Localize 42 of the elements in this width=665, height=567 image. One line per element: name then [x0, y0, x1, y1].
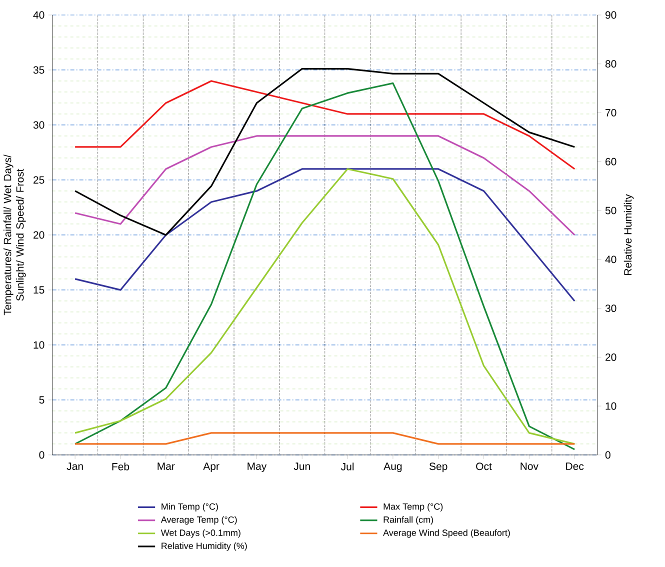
x-tick-label: Jan — [66, 462, 83, 470]
y-tick-label: 20 — [34, 231, 44, 239]
x-tick-label: Mar — [158, 462, 175, 470]
x-tick-label: Oct — [476, 462, 492, 470]
y2-tick-label: 90 — [605, 11, 616, 19]
x-tick-label: May — [248, 462, 267, 472]
y2-tick-label: 50 — [605, 206, 616, 214]
legend-label: Rainfall (cm) — [384, 516, 433, 525]
line-series — [74, 168, 576, 445]
line-series — [74, 82, 576, 450]
legend-label: Average Wind Speed (Beaufort) — [383, 529, 510, 538]
y2-tick-label: 0 — [605, 451, 610, 459]
y2-tick-label: 20 — [606, 353, 616, 361]
y2-tick-label: 80 — [605, 60, 616, 68]
y-axis-title: Temperatures/ Rainfall/ Wet Days/ Sunlight/ Wind Speed/ Frost — [4, 154, 26, 316]
y2-tick-label: 30 — [605, 304, 616, 312]
y-tick-label: 5 — [39, 396, 44, 404]
y-tick-label: 30 — [33, 121, 44, 129]
x-tick-label: Sep — [429, 462, 448, 472]
y-tick-label: 10 — [34, 341, 44, 349]
legend-label: Average Temp (°C) — [160, 516, 237, 525]
y2-tick-label: 60 — [606, 158, 616, 166]
legend-label: Max Temp (°C) — [384, 503, 443, 512]
legend-label: Relative Humidity (%) — [162, 542, 247, 551]
y-tick-label: 15 — [34, 286, 44, 294]
y-tick-label: 35 — [33, 66, 44, 74]
y2-tick-label: 70 — [606, 109, 616, 117]
x-tick-label: Feb — [112, 462, 130, 470]
x-tick-label: Apr — [203, 462, 220, 472]
y-tick-label: 25 — [34, 176, 44, 184]
x-tick-label: Jul — [340, 462, 354, 470]
y-tick-label: 40 — [33, 11, 44, 19]
x-tick-label: Dec — [566, 462, 584, 470]
x-tick-label: Nov — [520, 462, 538, 470]
x-tick-label: Aug — [384, 462, 402, 472]
y2-axis-title: Relative Humidity — [624, 194, 634, 275]
y2-tick-label: 40 — [605, 256, 616, 264]
x-tick-label: Jun — [294, 462, 310, 470]
y2-tick-label: 10 — [606, 402, 616, 410]
legend-label: Min Temp (°C) — [162, 503, 218, 512]
legend-label: Wet Days (>0.1mm) — [160, 529, 240, 538]
y-tick-label: 0 — [39, 451, 44, 459]
